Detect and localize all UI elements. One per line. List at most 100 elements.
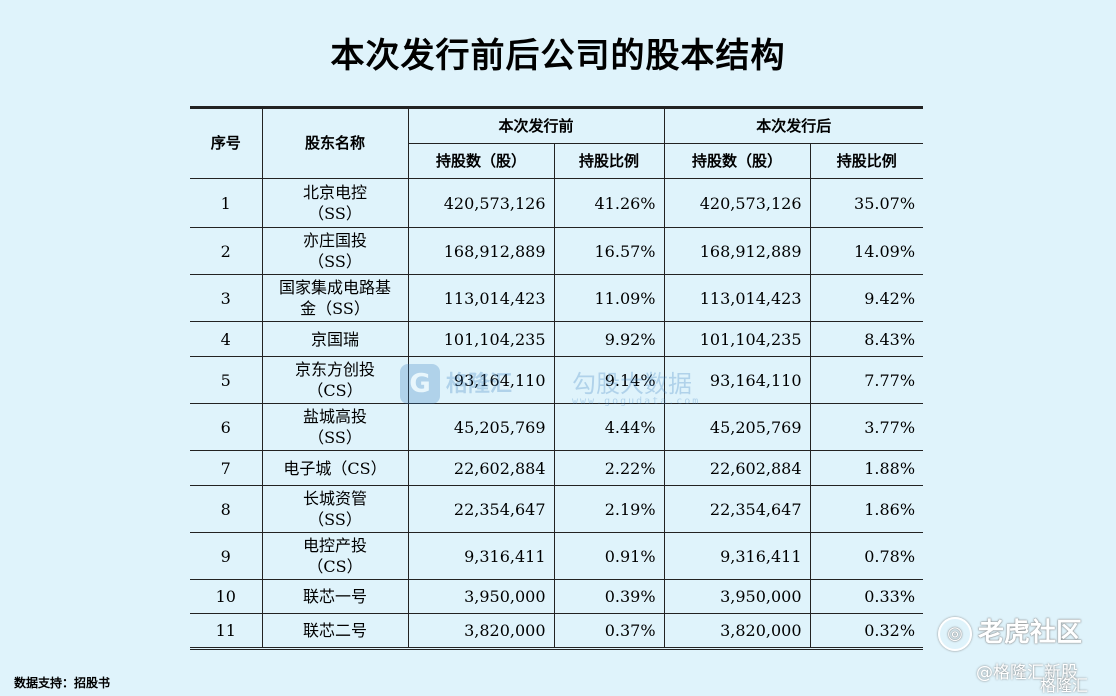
holder-name: 电控产投 bbox=[302, 536, 367, 555]
before-ratio: 2.19% bbox=[553, 485, 665, 533]
share-structure-table: 序号 股东名称 本次发行前 本次发行后 持股数（股） 持股比例 持股数（股） 持… bbox=[190, 106, 924, 650]
community-badge: ◎ 老虎社区 bbox=[938, 612, 1083, 651]
after-shares: 93,164,110 bbox=[663, 356, 811, 404]
share-structure-table-sheet: 序号 股东名称 本次发行前 本次发行后 持股数（股） 持股比例 持股数（股） 持… bbox=[190, 106, 924, 660]
header-after-ratio: 持股比例 bbox=[809, 143, 924, 179]
before-shares: 9,316,411 bbox=[407, 532, 555, 580]
after-ratio: 14.09% bbox=[809, 227, 924, 275]
before-ratio: 0.91% bbox=[553, 532, 665, 580]
data-source-note: 数据支持：招股书 bbox=[14, 676, 111, 690]
page-title: 本次发行前后公司的股本结构 bbox=[330, 36, 786, 76]
row-index: 3 bbox=[190, 274, 263, 322]
after-ratio: 0.32% bbox=[809, 613, 924, 649]
holder-type: 金（SS） bbox=[300, 299, 370, 318]
holder-type: （CS） bbox=[307, 381, 363, 400]
before-shares: 3,820,000 bbox=[407, 613, 555, 649]
header-before-ratio: 持股比例 bbox=[553, 143, 665, 179]
table-row: 5 京东方创投 （CS） 93,164,110 9.14% 93,164,110 7.77% bbox=[190, 356, 924, 404]
holder-name-cell: 国家集成电路基 金（SS） bbox=[261, 274, 409, 322]
row-index: 11 bbox=[190, 613, 263, 649]
holder-name: 盐城高投 bbox=[302, 407, 367, 426]
table-row: 4 京国瑞 101,104,235 9.92% 101,104,235 8.43% bbox=[190, 321, 924, 357]
before-ratio: 2.22% bbox=[553, 450, 665, 486]
holder-name: 亦庄国投 bbox=[302, 231, 367, 250]
before-ratio: 4.44% bbox=[553, 403, 665, 451]
table-row: 9 电控产投 （CS） 9,316,411 0.91% 9,316,411 0.78% bbox=[190, 532, 924, 580]
before-shares: 168,912,889 bbox=[407, 227, 555, 275]
holder-name: 国家集成电路基 bbox=[278, 278, 391, 297]
holder-name-cell: 长城资管 （SS） bbox=[261, 485, 409, 533]
before-shares: 3,950,000 bbox=[407, 579, 555, 614]
row-index: 1 bbox=[190, 178, 263, 228]
table-row: 1 北京电控 （SS） 420,573,126 41.26% 420,573,126 35.… bbox=[190, 178, 924, 228]
holder-name-cell: 亦庄国投 （SS） bbox=[261, 227, 409, 275]
holder-name-cell: 盐城高投 （SS） bbox=[261, 403, 409, 451]
after-shares: 45,205,769 bbox=[663, 403, 811, 451]
corner-logo: 格隆汇 bbox=[1040, 676, 1089, 695]
table-row: 6 盐城高投 （SS） 45,205,769 4.44% 45,205,769 3.77% bbox=[190, 403, 924, 451]
before-shares: 113,014,423 bbox=[407, 274, 555, 322]
after-ratio: 7.77% bbox=[809, 356, 924, 404]
table-row: 3 国家集成电路基 金（SS） 113,014,423 11.09% 113,014,42… bbox=[190, 274, 924, 322]
holder-name: 电子城（CS） bbox=[283, 458, 387, 478]
row-index: 4 bbox=[190, 321, 263, 357]
before-ratio: 9.14% bbox=[553, 356, 665, 404]
header-before-issue: 本次发行前 bbox=[407, 107, 665, 144]
header-after-shares: 持股数（股） bbox=[663, 143, 811, 179]
after-shares: 9,316,411 bbox=[663, 532, 811, 580]
row-index: 9 bbox=[190, 532, 263, 580]
before-ratio: 16.57% bbox=[553, 227, 665, 275]
holder-name-cell: 联芯一号 bbox=[261, 579, 409, 614]
after-shares: 113,014,423 bbox=[663, 274, 811, 322]
after-ratio: 35.07% bbox=[809, 178, 924, 228]
after-shares: 168,912,889 bbox=[663, 227, 811, 275]
before-shares: 420,573,126 bbox=[407, 178, 555, 228]
holder-name: 联芯一号 bbox=[302, 587, 367, 606]
after-ratio: 1.88% bbox=[809, 450, 924, 486]
before-shares: 101,104,235 bbox=[407, 321, 555, 357]
holder-name: 北京电控 bbox=[302, 183, 367, 202]
community-badge-label: 老虎社区 bbox=[978, 618, 1083, 648]
before-shares: 22,354,647 bbox=[407, 485, 555, 533]
after-shares: 3,950,000 bbox=[663, 579, 811, 614]
before-ratio: 0.39% bbox=[553, 579, 665, 614]
table-row: 11 联芯二号 3,820,000 0.37% 3,820,000 0.32% bbox=[190, 613, 924, 649]
table-row: 8 长城资管 （SS） 22,354,647 2.19% 22,354,647 1.86% bbox=[190, 485, 924, 533]
after-shares: 420,573,126 bbox=[663, 178, 811, 228]
before-shares: 93,164,110 bbox=[407, 356, 555, 404]
after-ratio: 1.86% bbox=[809, 485, 924, 533]
holder-name-cell: 电控产投 （CS） bbox=[261, 532, 409, 580]
table-body: 1 北京电控 （SS） 420,573,126 41.26% 420,573,126 35.… bbox=[190, 178, 924, 649]
header-holder-name: 股东名称 bbox=[261, 107, 409, 179]
after-ratio: 9.42% bbox=[809, 274, 924, 322]
before-ratio: 9.92% bbox=[553, 321, 665, 357]
before-ratio: 41.26% bbox=[553, 178, 665, 228]
row-index: 6 bbox=[190, 403, 263, 451]
table-row: 10 联芯一号 3,950,000 0.39% 3,950,000 0.33% bbox=[190, 579, 924, 614]
header-before-shares: 持股数（股） bbox=[408, 143, 555, 179]
table-row: 7 电子城（CS） 22,602,884 2.22% 22,602,884 1.88% bbox=[190, 450, 924, 486]
before-ratio: 0.37% bbox=[553, 613, 665, 649]
after-shares: 22,602,884 bbox=[663, 450, 811, 486]
before-shares: 45,205,769 bbox=[407, 403, 555, 451]
author-handle: @格隆汇新股 bbox=[976, 663, 1078, 683]
holder-name: 京东方创投 bbox=[294, 360, 375, 379]
after-shares: 3,820,000 bbox=[663, 613, 811, 649]
holder-name-cell: 电子城（CS） bbox=[261, 450, 409, 486]
holder-name: 长城资管 bbox=[302, 489, 367, 508]
before-shares: 22,602,884 bbox=[407, 450, 555, 486]
holder-type: （SS） bbox=[308, 510, 362, 529]
header-after-issue: 本次发行后 bbox=[663, 107, 924, 144]
row-index: 2 bbox=[190, 227, 263, 275]
row-index: 8 bbox=[190, 485, 263, 533]
before-ratio: 11.09% bbox=[553, 274, 665, 322]
tiger-logo-icon: ◎ bbox=[938, 616, 972, 651]
row-index: 5 bbox=[190, 356, 263, 404]
header-index: 序号 bbox=[190, 107, 263, 179]
after-ratio: 0.33% bbox=[809, 579, 924, 614]
holder-name-cell: 北京电控 （SS） bbox=[261, 178, 409, 228]
holder-type: （SS） bbox=[308, 252, 362, 271]
after-ratio: 3.77% bbox=[809, 403, 924, 451]
holder-name-cell: 联芯二号 bbox=[261, 613, 409, 649]
holder-name: 联芯二号 bbox=[302, 621, 367, 640]
